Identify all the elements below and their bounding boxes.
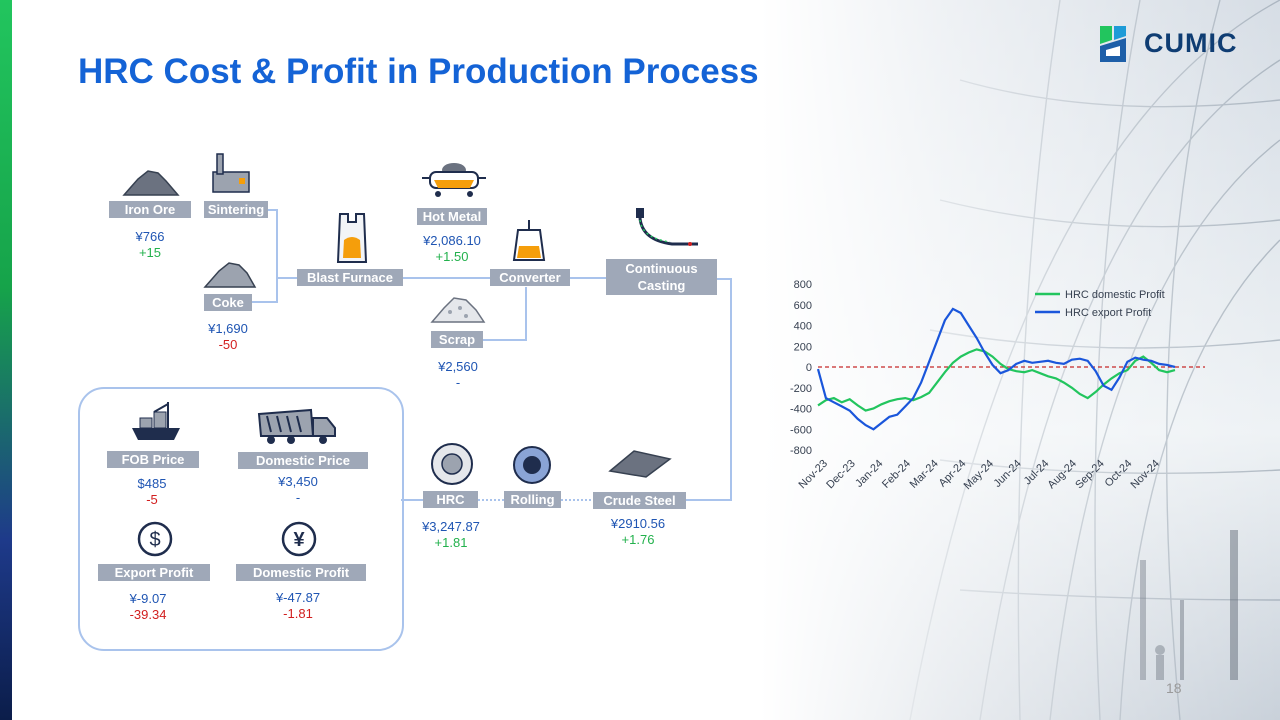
domestic-price-label: Domestic Price: [238, 452, 368, 469]
x-tick-label: Feb-24: [880, 458, 913, 491]
summary-panel: [78, 387, 404, 651]
coke-label: Coke: [204, 294, 252, 311]
domestic-profit-label: Domestic Profit: [236, 564, 366, 581]
hrc-price: ¥3,247.87: [422, 519, 480, 534]
left-accent-bar: [0, 0, 12, 720]
export-profit-change: -39.34: [129, 607, 167, 622]
y-tick-label: 200: [794, 341, 812, 353]
coke-price: ¥1,690: [208, 321, 248, 336]
coke-pile-icon: [203, 262, 257, 288]
svg-text:¥: ¥: [293, 529, 305, 551]
hot-metal-label: Hot Metal: [417, 208, 487, 225]
y-tick-label: -200: [790, 383, 812, 395]
fob-price-value: $485: [137, 476, 167, 491]
scrap-label: Scrap: [431, 331, 483, 348]
iron-ore-change: +15: [138, 245, 162, 260]
crude-steel-change: +1.76: [621, 532, 655, 547]
y-tick-label: -800: [790, 445, 812, 457]
domestic-profit-series-line: [817, 348, 1176, 412]
crude-steel-price: ¥2910.56: [610, 516, 666, 531]
continuous-casting-line2: Casting: [637, 278, 686, 293]
hot-metal-price: ¥2,086.10: [423, 233, 481, 248]
continuous-casting-line1: Continuous: [625, 261, 698, 276]
export-profit-value: ¥-9.07: [129, 591, 167, 606]
x-tick-label: Jan-24: [853, 458, 885, 490]
converter-icon: [512, 220, 546, 261]
background-architecture-photo: [760, 0, 1280, 720]
dollar-icon: $: [137, 521, 173, 557]
yuan-icon: ¥: [281, 521, 317, 557]
cargo-ship-icon: [132, 402, 180, 440]
scrap-price: ¥2,560: [438, 359, 478, 374]
dump-truck-icon: [257, 408, 336, 444]
page-number: 18: [1166, 680, 1182, 696]
x-tick-label: Nov-24: [1129, 458, 1163, 492]
steel-slab-icon: [608, 450, 672, 478]
steel-coil-icon: [431, 443, 473, 485]
y-tick-label: -600: [790, 424, 812, 436]
blast-furnace-icon: [336, 213, 368, 263]
x-tick-label: Jun-24: [992, 458, 1024, 490]
domestic-price-change: -: [295, 490, 301, 505]
x-tick-label: Dec-23: [824, 458, 858, 492]
export-profit-label: Export Profit: [98, 564, 210, 581]
scrap-change: -: [455, 375, 461, 390]
y-tick-label: -400: [790, 404, 812, 416]
logo-text: CUMIC: [1144, 28, 1238, 58]
company-logo: CUMIC: [1096, 22, 1256, 66]
cumic-logo-mark-icon: [1100, 26, 1126, 62]
fob-price-label: FOB Price: [107, 451, 199, 468]
crude-steel-label: Crude Steel: [593, 492, 686, 509]
export-profit-series-line: [816, 307, 1176, 431]
hrc-change: +1.81: [434, 535, 468, 550]
iron-ore-price: ¥766: [135, 229, 165, 244]
x-tick-label: Aug-24: [1046, 458, 1080, 492]
y-tick-label: 800: [794, 279, 812, 291]
y-tick-label: 600: [794, 300, 812, 312]
x-tick-label: May-24: [962, 458, 996, 492]
legend-export-label: HRC export Profit: [1065, 307, 1151, 319]
profit-line-chart: 800 600 400 200 0 -200 -400 -600 -800 Nov-23Dec-…: [790, 279, 1205, 492]
domestic-price-value: ¥3,450: [278, 474, 318, 489]
hrc-label: HRC: [423, 491, 478, 508]
x-tick-label: Nov-23: [797, 458, 831, 492]
iron-ore-label: Iron Ore: [109, 201, 191, 218]
converter-label: Converter: [490, 269, 570, 286]
sintering-label: Sintering: [204, 201, 268, 218]
y-tick-label: 400: [794, 321, 812, 333]
domestic-profit-value: ¥-47.87: [275, 590, 321, 605]
y-axis-labels: 800 600 400 200 0 -200 -400 -600 -800: [790, 279, 812, 457]
x-axis-labels: Nov-23Dec-23Jan-24Feb-24Mar-24Apr-24May-…: [797, 458, 1163, 492]
legend-domestic-label: HRC domestic Profit: [1065, 289, 1165, 301]
ore-pile-icon: [122, 170, 180, 196]
rolling-roll-icon: [513, 446, 551, 484]
continuous-casting-label: Continuous Casting: [606, 259, 717, 295]
x-tick-label: Sep-24: [1073, 458, 1107, 492]
blast-furnace-label: Blast Furnace: [297, 269, 403, 286]
page-title: HRC Cost & Profit in Production Process: [78, 52, 759, 91]
rolling-label: Rolling: [504, 491, 561, 508]
hot-metal-ladle-icon: [422, 163, 486, 197]
scrap-pile-icon: [430, 297, 486, 323]
coke-change: -50: [218, 337, 238, 352]
factory-icon: [212, 153, 250, 193]
svg-text:$: $: [149, 529, 160, 551]
hot-metal-change: +1.50: [435, 249, 469, 264]
fob-price-change: -5: [146, 492, 158, 507]
y-tick-label: 0: [806, 362, 812, 374]
x-tick-label: Mar-24: [908, 458, 941, 491]
domestic-profit-change: -1.81: [283, 606, 313, 621]
chart-legend: HRC domestic Profit HRC export Profit: [1035, 289, 1165, 319]
continuous-caster-icon: [636, 208, 698, 246]
